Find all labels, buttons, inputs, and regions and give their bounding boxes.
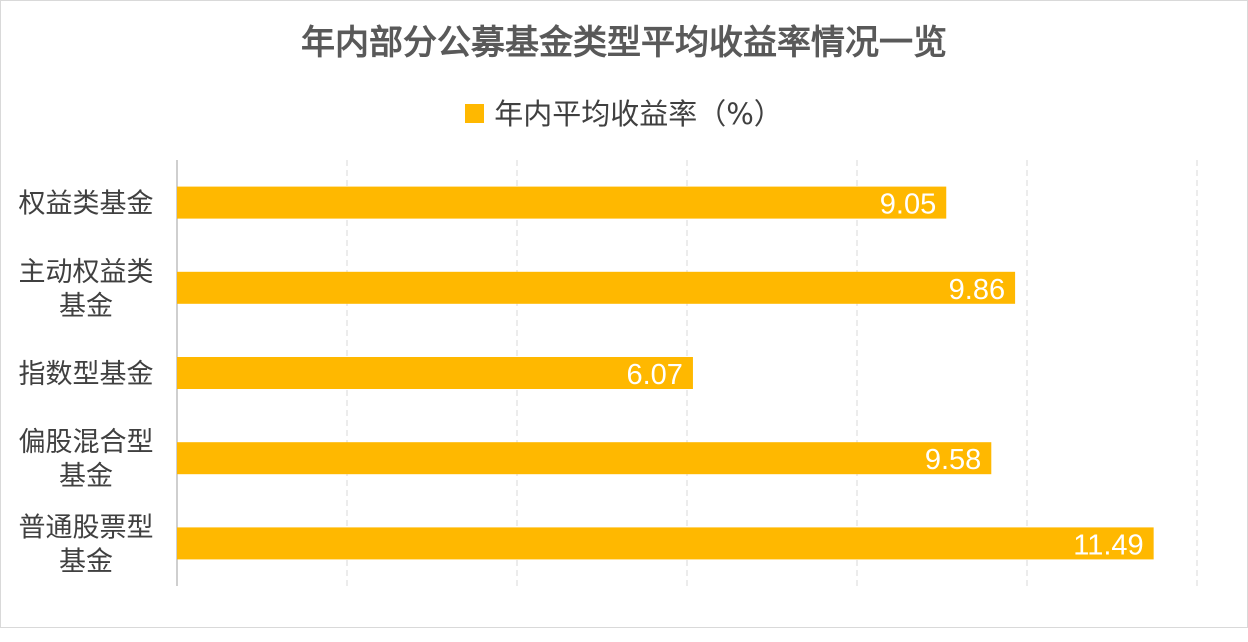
data-label: 9.86 <box>949 274 1005 306</box>
bar <box>177 357 693 389</box>
category-label: 普通股票型 <box>19 512 154 543</box>
category-label: 基金 <box>59 546 113 577</box>
bar <box>177 442 992 475</box>
category-label: 主动权益类 <box>19 257 154 288</box>
data-label: 6.07 <box>626 359 682 391</box>
chart-title: 年内部分公募基金类型平均收益率情况一览 <box>301 23 947 63</box>
data-label: 9.58 <box>925 444 981 476</box>
bar <box>177 271 1016 304</box>
data-label: 9.05 <box>880 189 936 221</box>
category-label: 指数型基金 <box>19 359 154 390</box>
data-label: 11.49 <box>1073 529 1143 561</box>
category-label: 权益类基金 <box>19 189 154 220</box>
category-label: 偏股混合型 <box>19 427 154 458</box>
data-labels: 9.05 9.86 6.07 9.58 11.49 <box>626 189 1143 562</box>
category-label: 基金 <box>59 291 113 322</box>
category-label: 基金 <box>59 461 113 492</box>
legend-label: 年内平均收益率（%） <box>494 97 783 131</box>
chart-frame <box>0 0 1248 628</box>
bars <box>177 186 1154 560</box>
chart-legend: 年内平均收益率（%） <box>0 96 1248 132</box>
bar <box>177 186 947 219</box>
legend-swatch <box>465 103 485 123</box>
bar <box>177 527 1154 560</box>
